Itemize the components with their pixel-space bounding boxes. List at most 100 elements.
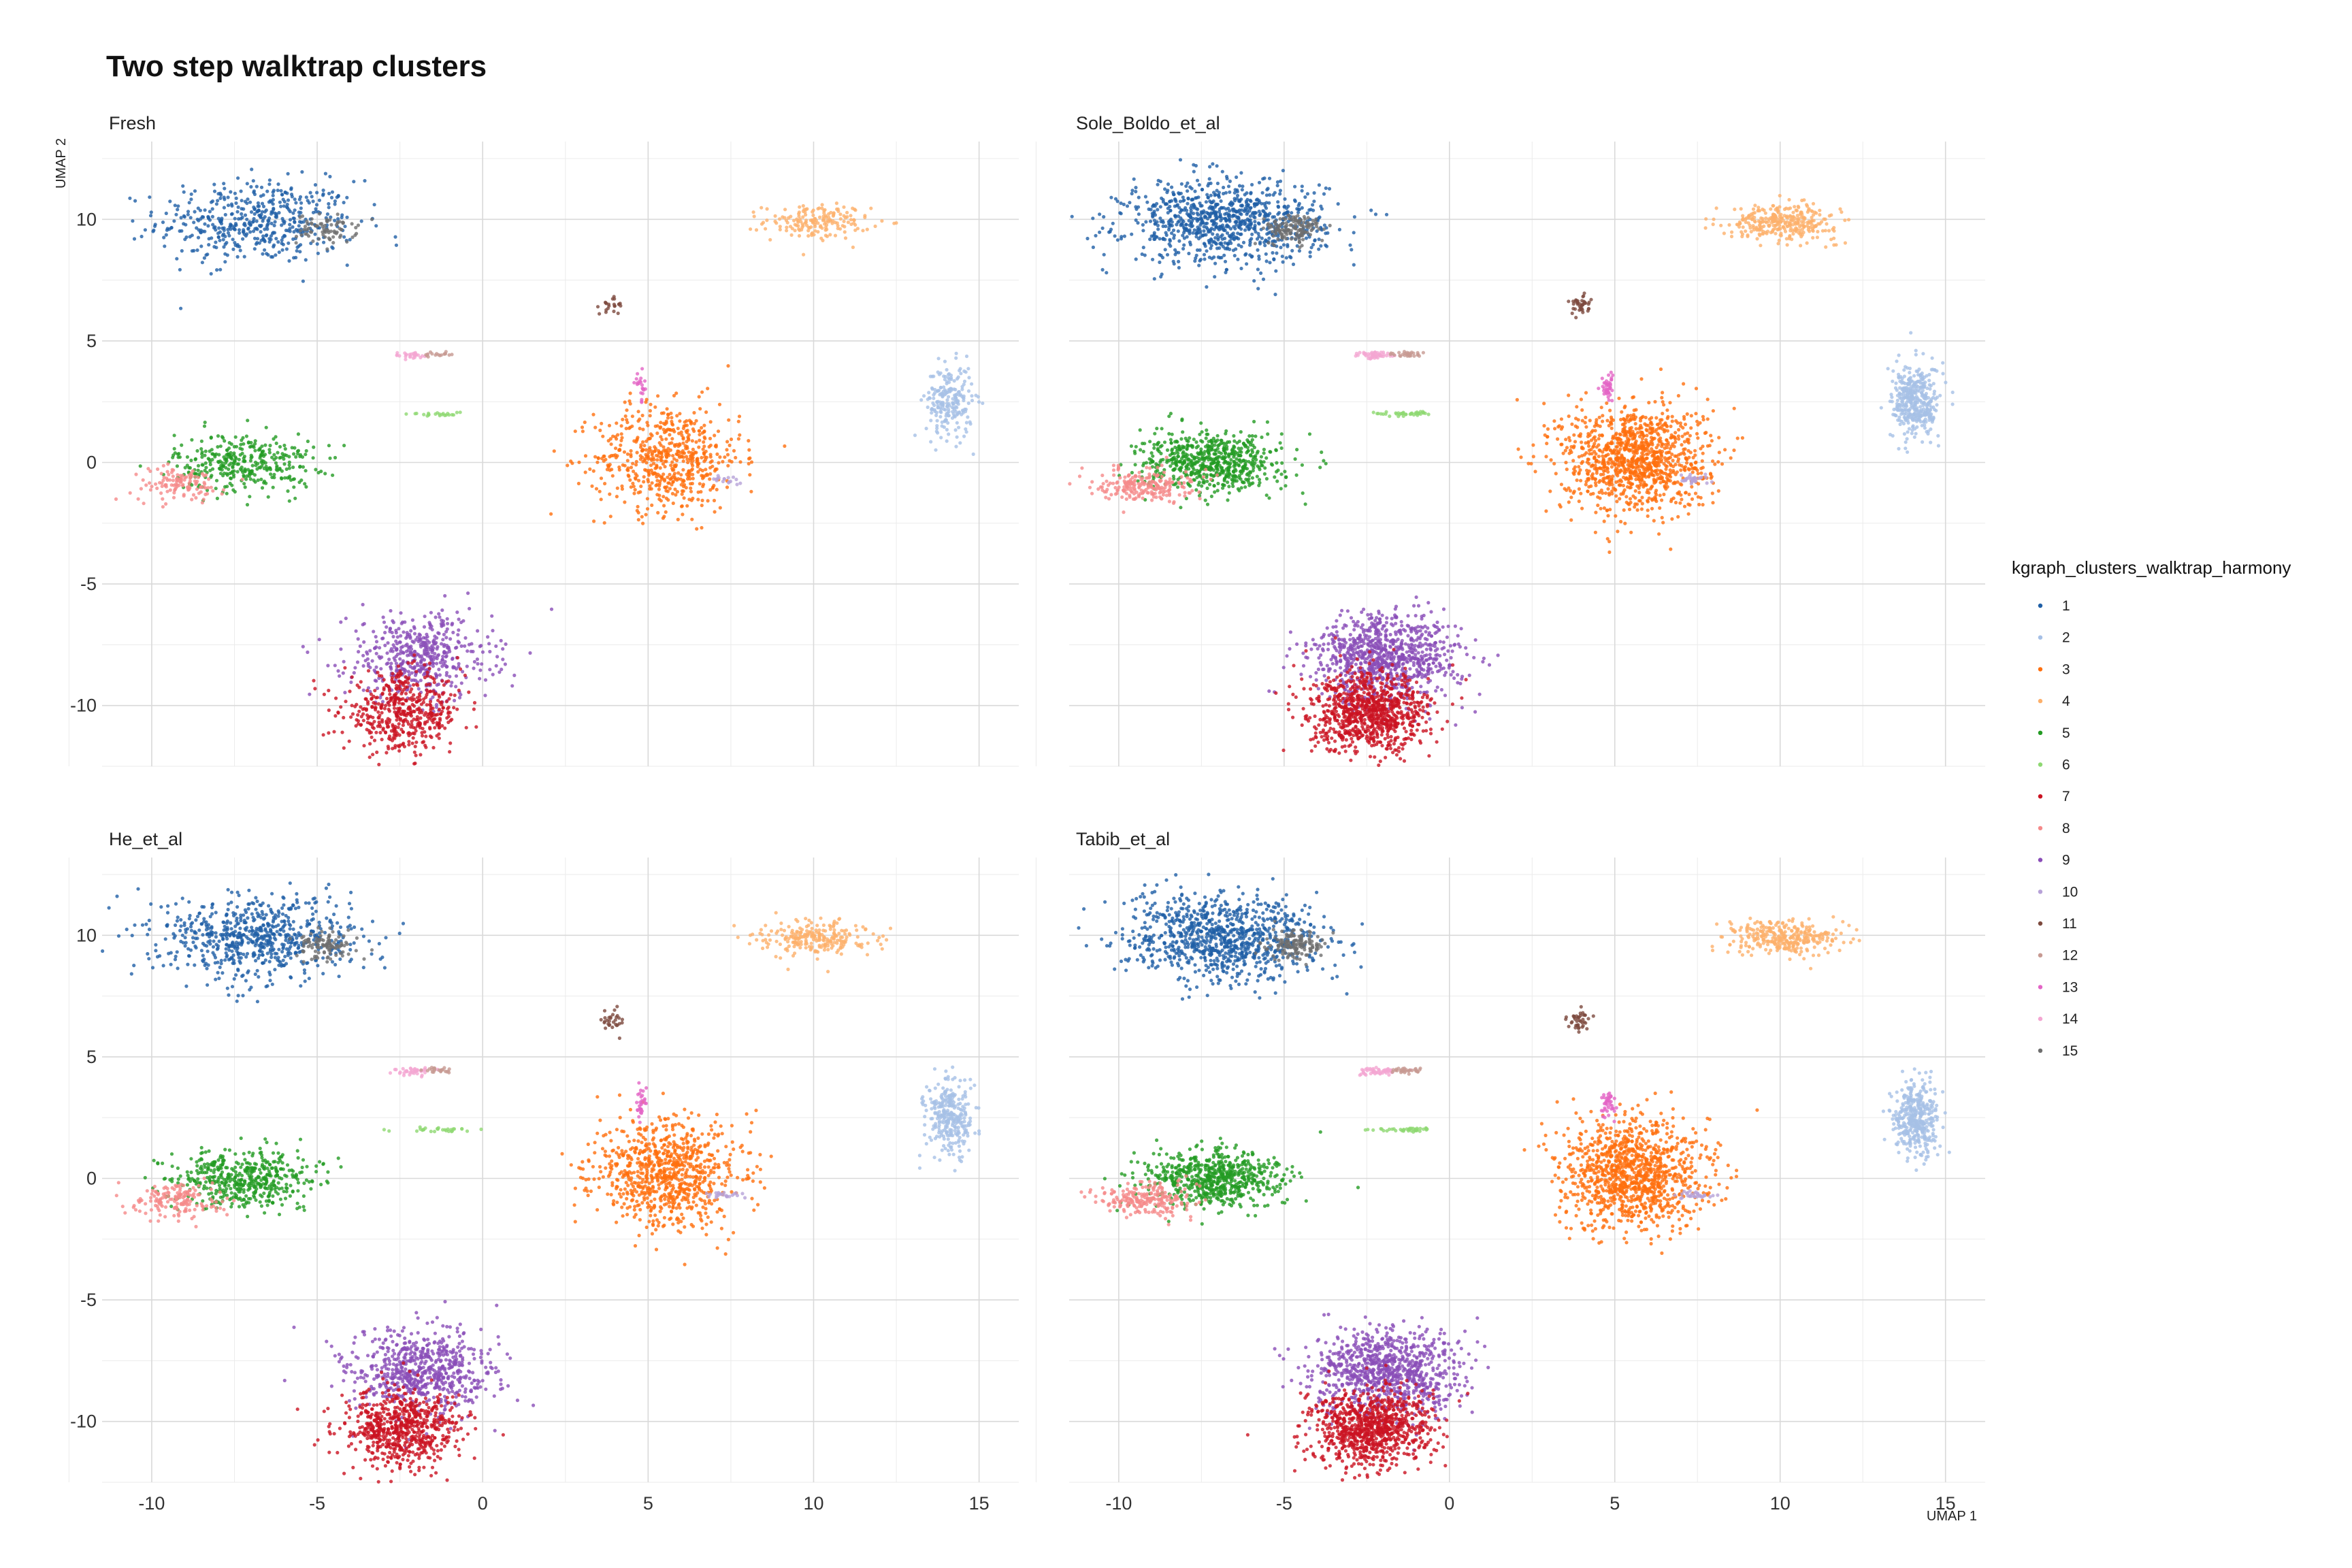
scatter-point-cluster-1 xyxy=(243,199,247,203)
scatter-point-cluster-9 xyxy=(383,630,387,635)
scatter-point-cluster-5 xyxy=(242,459,246,463)
scatter-point-cluster-7 xyxy=(342,715,346,720)
scatter-point-cluster-5 xyxy=(203,449,208,453)
scatter-point-cluster-7 xyxy=(355,702,359,706)
scatter-point-cluster-3 xyxy=(650,481,654,485)
scatter-point-cluster-1 xyxy=(314,210,318,214)
scatter-point-cluster-11 xyxy=(1586,309,1590,313)
scatter-point-cluster-1 xyxy=(335,195,339,199)
scatter-point-cluster-4 xyxy=(1791,229,1795,233)
scatter-point-cluster-8 xyxy=(209,485,213,489)
scatter-point-cluster-3 xyxy=(662,472,666,476)
scatter-point-cluster-7 xyxy=(421,727,425,731)
scatter-point-cluster-4 xyxy=(765,207,769,211)
scatter-point-cluster-1 xyxy=(292,230,296,234)
scatter-point-cluster-1 xyxy=(1336,202,1340,206)
scatter-point-cluster-8 xyxy=(176,473,180,477)
scatter-point-cluster-7 xyxy=(429,689,433,693)
scatter-point-cluster-1 xyxy=(235,244,240,248)
scatter-point-cluster-9 xyxy=(437,632,441,636)
scatter-point-cluster-1 xyxy=(245,217,249,221)
scatter-point-cluster-9 xyxy=(438,615,442,619)
scatter-point-cluster-7 xyxy=(327,731,331,735)
scatter-point-cluster-3 xyxy=(662,495,666,499)
scatter-point-cluster-7 xyxy=(363,697,368,701)
scatter-point-cluster-1 xyxy=(1219,218,1223,223)
scatter-point-cluster-9 xyxy=(380,636,385,640)
scatter-point-cluster-7 xyxy=(440,679,444,683)
scatter-point-cluster-9 xyxy=(454,674,459,678)
scatter-point-cluster-7 xyxy=(427,662,432,666)
scatter-point-cluster-3 xyxy=(670,428,674,432)
scatter-point-cluster-5 xyxy=(203,421,207,425)
scatter-point-cluster-9 xyxy=(528,651,532,655)
scatter-point-cluster-5 xyxy=(276,451,280,455)
scatter-point-cluster-3 xyxy=(583,454,588,458)
scatter-point-cluster-1 xyxy=(209,272,213,276)
scatter-point-cluster-5 xyxy=(269,472,273,476)
scatter-point-cluster-7 xyxy=(425,683,429,687)
scatter-point-cluster-3 xyxy=(598,428,602,433)
scatter-point-cluster-2 xyxy=(955,421,959,425)
scatter-point-cluster-1 xyxy=(1220,169,1224,174)
scatter-point-cluster-11 xyxy=(595,305,600,309)
scatter-point-cluster-1 xyxy=(220,226,225,230)
scatter-point-cluster-1 xyxy=(267,219,271,223)
scatter-point-cluster-3 xyxy=(1694,387,1699,391)
scatter-point-cluster-5 xyxy=(210,448,214,452)
scatter-point-cluster-5 xyxy=(331,473,335,477)
scatter-point-cluster-2 xyxy=(962,434,966,438)
scatter-point-cluster-6 xyxy=(427,413,431,417)
scatter-point-cluster-1 xyxy=(1312,191,1316,195)
scatter-point-cluster-3 xyxy=(663,459,667,463)
scatter-point-cluster-9 xyxy=(457,628,461,632)
scatter-point-cluster-3 xyxy=(629,466,634,470)
scatter-point-cluster-1 xyxy=(1312,199,1316,203)
scatter-point-cluster-5 xyxy=(267,451,272,455)
scatter-point-cluster-1 xyxy=(1235,175,1239,179)
scatter-point-cluster-5 xyxy=(203,453,207,457)
scatter-point-cluster-9 xyxy=(406,653,410,657)
scatter-point-cluster-1 xyxy=(189,192,193,196)
scatter-point-cluster-4 xyxy=(1735,223,1740,227)
scatter-point-cluster-2 xyxy=(970,382,974,386)
scatter-point-cluster-1 xyxy=(1317,247,1321,251)
scatter-point-cluster-4 xyxy=(773,219,777,223)
scatter-point-cluster-3 xyxy=(599,476,604,480)
scatter-point-cluster-9 xyxy=(391,643,395,647)
scatter-point-cluster-1 xyxy=(1192,228,1196,232)
scatter-point-cluster-4 xyxy=(801,215,805,219)
scatter-point-cluster-3 xyxy=(666,481,670,485)
scatter-point-cluster-1 xyxy=(1100,226,1105,230)
scatter-point-cluster-3 xyxy=(689,458,693,463)
scatter-point-cluster-1 xyxy=(291,225,295,229)
scatter-point-cluster-1 xyxy=(1240,203,1244,208)
scatter-point-cluster-9 xyxy=(399,611,403,615)
scatter-point-cluster-8 xyxy=(191,493,196,497)
scatter-point-cluster-1 xyxy=(327,191,331,195)
scatter-point-cluster-9 xyxy=(437,612,441,616)
scatter-point-cluster-5 xyxy=(234,444,239,448)
scatter-point-cluster-7 xyxy=(384,730,388,735)
scatter-point-cluster-7 xyxy=(397,722,401,726)
scatter-point-cluster-4 xyxy=(855,227,860,231)
scatter-point-cluster-3 xyxy=(658,466,662,470)
scatter-point-cluster-3 xyxy=(737,414,742,419)
scatter-point-cluster-13 xyxy=(639,391,643,395)
scatter-point-cluster-7 xyxy=(437,721,442,725)
scatter-point-cluster-8 xyxy=(240,477,244,481)
scatter-point-cluster-7 xyxy=(437,707,442,711)
scatter-point-cluster-9 xyxy=(512,673,517,678)
scatter-point-cluster-3 xyxy=(1542,402,1546,406)
scatter-point-cluster-3 xyxy=(708,420,713,424)
scatter-point-cluster-9 xyxy=(306,650,310,655)
scatter-point-cluster-9 xyxy=(499,638,503,643)
scatter-point-cluster-7 xyxy=(397,733,402,737)
scatter-point-cluster-1 xyxy=(1239,227,1243,231)
scatter-point-cluster-2 xyxy=(936,389,940,393)
scatter-point-cluster-15 xyxy=(1302,220,1306,225)
scatter-point-cluster-1 xyxy=(1130,191,1134,196)
scatter-point-cluster-3 xyxy=(682,424,686,428)
scatter-point-cluster-3 xyxy=(687,471,692,475)
scatter-point-cluster-8 xyxy=(139,487,143,491)
